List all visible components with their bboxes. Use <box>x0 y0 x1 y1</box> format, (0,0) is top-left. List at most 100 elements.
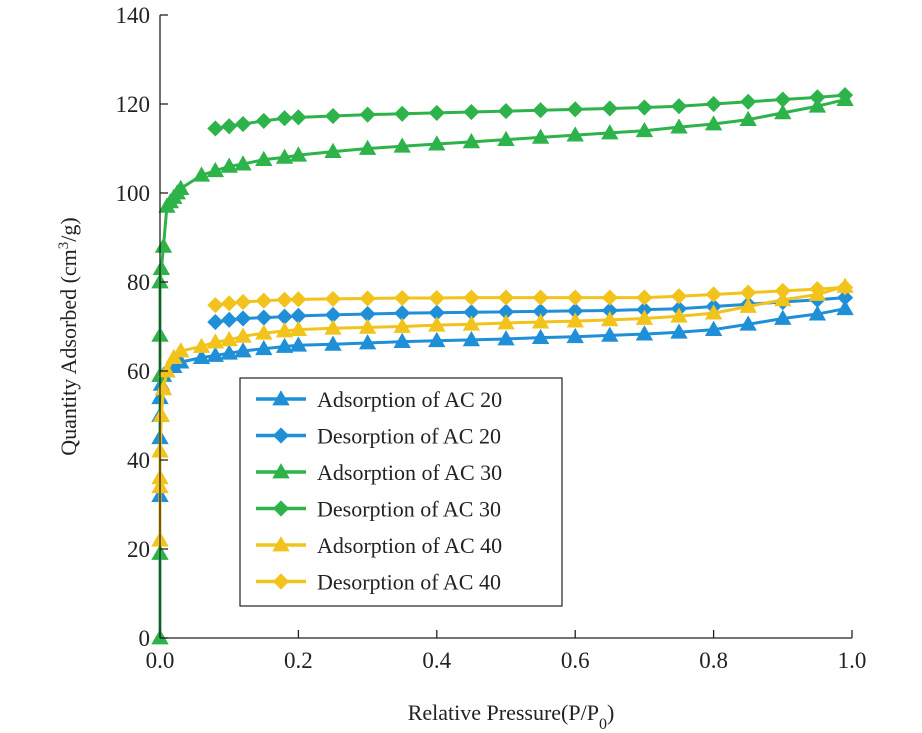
y-tick-label: 80 <box>127 270 150 295</box>
x-axis-title-main: Relative Pressure(P/P <box>408 700 599 725</box>
data-point <box>359 290 376 307</box>
data-point <box>705 286 722 303</box>
data-point <box>152 406 171 422</box>
data-point <box>601 311 619 327</box>
legend-label: Adsorption of AC 20 <box>317 387 502 412</box>
x-axis-title-close: ) <box>607 700 614 725</box>
data-point <box>255 324 273 340</box>
data-point <box>152 259 171 276</box>
data-point <box>394 105 411 122</box>
y-tick-label: 40 <box>127 448 150 473</box>
y-tick-label: 0 <box>139 626 151 651</box>
x-tick-label: 0.6 <box>561 648 590 673</box>
data-point <box>158 362 176 378</box>
data-point <box>221 295 238 312</box>
data-point <box>739 110 757 126</box>
data-point <box>636 99 653 116</box>
series-3 <box>151 90 854 645</box>
data-point <box>276 291 293 308</box>
data-point <box>428 331 446 348</box>
data-point <box>670 98 688 115</box>
data-point <box>670 288 688 305</box>
axes: 0.0 0.2 0.4 0.6 0.8 1.0 0 20 40 60 80 100 120 140 <box>116 3 867 673</box>
data-point <box>290 291 307 308</box>
data-point <box>428 316 446 332</box>
data-point <box>154 237 173 253</box>
legend-triangle-icon <box>272 536 290 552</box>
data-point <box>497 289 515 306</box>
data-point <box>531 328 550 345</box>
data-point <box>532 102 549 119</box>
data-point <box>289 146 308 162</box>
legend-label: Desorption of AC 20 <box>317 424 501 449</box>
data-point <box>220 331 238 347</box>
data-point <box>275 148 294 164</box>
data-point <box>221 118 238 135</box>
data-point <box>207 313 224 331</box>
data-point <box>774 104 792 120</box>
y-tick-label: 20 <box>127 537 150 562</box>
data-point <box>531 128 550 144</box>
data-point <box>275 337 294 353</box>
x-tick-label: 1.0 <box>838 648 867 673</box>
y-axis-title: Quantity Adsorbed (cm3/g) <box>56 217 81 455</box>
data-point <box>670 118 688 134</box>
data-point <box>234 155 252 171</box>
y-tick-label: 120 <box>116 92 151 117</box>
data-point <box>206 161 225 178</box>
data-point <box>428 135 446 151</box>
data-point <box>635 325 654 341</box>
data-point <box>836 299 854 316</box>
data-point <box>234 327 252 343</box>
legend-entry: Desorption of AC 20 <box>256 424 501 449</box>
data-point <box>837 87 854 104</box>
y-tick-label: 60 <box>127 359 150 384</box>
data-point <box>636 289 653 306</box>
legend-label: Desorption of AC 30 <box>317 497 501 522</box>
data-point <box>462 133 481 149</box>
data-point <box>739 315 757 331</box>
data-point <box>358 334 377 350</box>
data-point <box>809 281 826 298</box>
data-point <box>704 304 723 320</box>
data-point <box>809 89 826 106</box>
legend-entry: Desorption of AC 40 <box>256 570 501 595</box>
series-6 <box>207 279 854 314</box>
legend-entry: Adsorption of AC 20 <box>256 387 502 412</box>
series-line <box>215 296 846 324</box>
data-point <box>192 348 211 365</box>
data-point <box>704 320 723 337</box>
y-tick-label: 100 <box>116 181 151 206</box>
data-point <box>601 100 618 117</box>
data-point <box>234 115 252 133</box>
data-point <box>172 179 190 195</box>
data-point <box>739 297 757 313</box>
legend: Adsorption of AC 20 Desorption of AC 20 Ad… <box>239 377 563 607</box>
data-point <box>394 289 411 307</box>
legend-label: Adsorption of AC 40 <box>317 533 502 558</box>
data-point <box>567 101 584 118</box>
legend-entry: Desorption of AC 30 <box>256 497 501 522</box>
data-point <box>463 103 480 121</box>
data-point <box>837 279 854 296</box>
legend-triangle-icon <box>272 390 290 406</box>
data-point <box>275 322 294 338</box>
data-point <box>206 346 225 362</box>
data-point <box>324 107 342 125</box>
data-point <box>837 289 854 306</box>
data-point <box>207 297 224 314</box>
x-axis-title-subscript: 0 <box>599 716 607 733</box>
data-point <box>290 109 307 126</box>
data-point <box>774 309 792 325</box>
legend-entry: Adsorption of AC 30 <box>256 460 502 485</box>
data-point <box>567 289 584 306</box>
data-point <box>220 344 238 360</box>
data-point <box>566 126 584 142</box>
y-tick-label: 140 <box>116 3 151 28</box>
data-point <box>206 333 225 349</box>
data-point <box>289 320 308 337</box>
data-point <box>740 284 757 301</box>
y-axis-title-main: Quantity Adsorbed (cm <box>56 249 81 456</box>
data-point <box>393 317 411 333</box>
data-point <box>462 315 481 331</box>
